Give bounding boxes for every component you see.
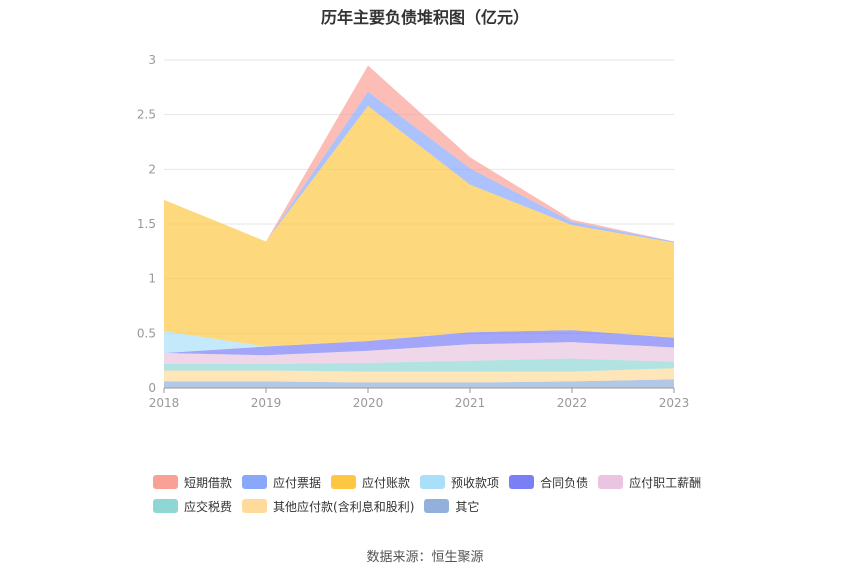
area-series-其他应付款(含利息和股利) (164, 368, 674, 383)
area-series-应交税费 (164, 358, 674, 372)
legend-swatch (420, 475, 446, 489)
area-series-合同负债 (164, 330, 674, 356)
area-series-应付账款 (164, 105, 674, 347)
legend-label: 预收款项 (451, 475, 500, 490)
legend-label: 短期借款 (184, 475, 233, 490)
legend-item[interactable]: 其它 (424, 498, 479, 515)
legend-label: 应付职工薪酬 (629, 475, 702, 490)
x-tick-label: 2020 (353, 396, 384, 410)
legend-label: 合同负债 (540, 475, 589, 490)
legend-label: 应付票据 (273, 475, 322, 490)
x-tick-label: 2023 (659, 396, 690, 410)
y-tick-label: 1 (148, 272, 156, 286)
legend-swatch (153, 475, 178, 489)
legend-swatch (242, 499, 268, 513)
legend-label: 应交税费 (184, 499, 233, 514)
legend-swatch (153, 499, 178, 513)
legend-item[interactable]: 其他应付款(含利息和股利) (242, 498, 414, 515)
y-tick-label: 3 (148, 53, 156, 67)
legend-item[interactable]: 合同负债 (509, 474, 588, 491)
area-series-应付职工薪酬 (164, 342, 674, 364)
legend-swatch (509, 475, 535, 489)
legend-item[interactable]: 预收款项 (420, 474, 499, 491)
y-tick-label: 2.5 (137, 108, 156, 122)
legend-row-2: 应交税费 其他应付款(含利息和股利) 其它 (153, 496, 489, 516)
y-tick-label: 2 (148, 162, 156, 176)
legend-swatch (424, 499, 450, 513)
y-tick-label: 0.5 (137, 326, 156, 340)
area-layer (164, 65, 674, 388)
legend-swatch (331, 475, 357, 489)
legend-item[interactable]: 应付票据 (242, 474, 321, 491)
legend-swatch (242, 475, 268, 489)
area-series-其它 (164, 379, 674, 388)
x-tick-label: 2022 (557, 396, 588, 410)
x-tick-label: 2018 (149, 396, 180, 410)
legend-label: 其他应付款(含利息和股利) (273, 499, 415, 514)
legend-item[interactable]: 短期借款 (153, 474, 232, 491)
legend-item[interactable]: 应交税费 (153, 498, 232, 515)
area-series-短期借款 (164, 65, 674, 242)
chart-title: 历年主要负债堆积图（亿元） (320, 8, 529, 27)
legend-label: 应付账款 (362, 475, 411, 490)
axis-layer: 0 0.5 1 1.5 2 2.5 3 2018 2019 2020 2021 2022 2023 (137, 53, 689, 410)
legend-item[interactable]: 应付职工薪酬 (598, 474, 701, 491)
legend-label: 其它 (455, 499, 480, 514)
y-tick-label: 0 (148, 381, 156, 395)
y-tick-label: 1.5 (137, 217, 156, 231)
legend-row-1: 短期借款 应付票据 应付账款 预收款项 合同负债 应付职工薪酬 (153, 472, 711, 492)
x-tick-label: 2021 (455, 396, 486, 410)
data-source: 数据来源：恒生聚源 (366, 550, 484, 565)
legend-item[interactable]: 应付账款 (331, 474, 410, 491)
legend-swatch (598, 475, 624, 489)
area-series-应付票据 (164, 91, 674, 243)
x-tick-label: 2019 (251, 396, 282, 410)
